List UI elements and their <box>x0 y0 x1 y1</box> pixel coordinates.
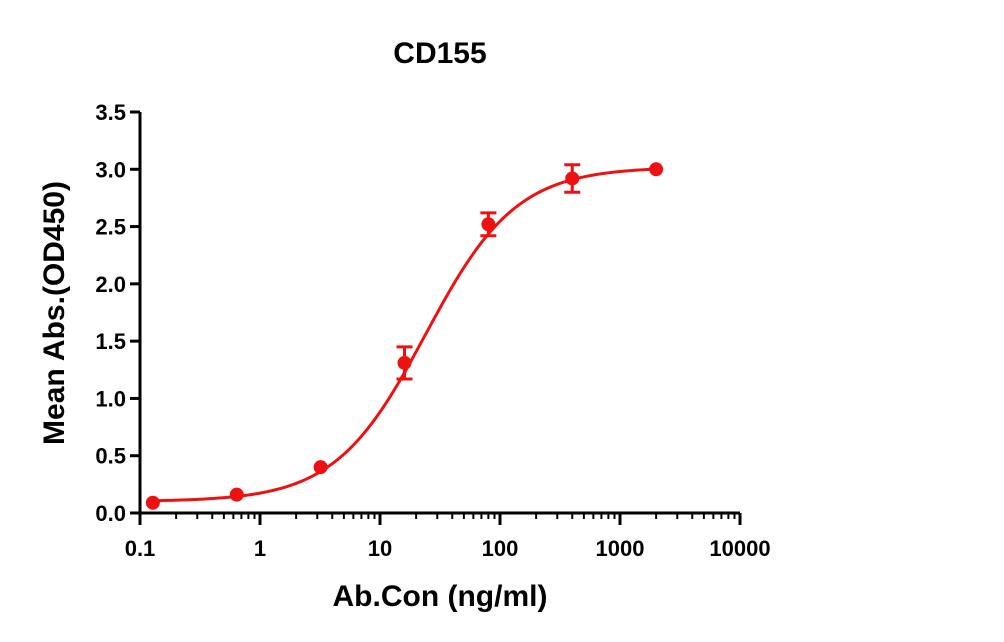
data-point <box>145 495 160 510</box>
fit-curve <box>152 167 657 503</box>
y-tick-label: 2.5 <box>95 215 126 240</box>
y-tick-label: 3.0 <box>95 157 126 182</box>
data-point <box>397 355 412 370</box>
x-tick-label: 1000 <box>596 536 645 561</box>
x-axis-label: Ab.Con (ng/ml) <box>333 580 548 613</box>
x-tick-label: 0.1 <box>125 536 156 561</box>
y-tick-label: 0.0 <box>95 501 126 526</box>
chart-title: CD155 <box>393 37 486 70</box>
y-tick-label: 1.0 <box>95 386 126 411</box>
plot-area <box>145 162 664 510</box>
x-tick-label: 100 <box>482 536 519 561</box>
tick-marks <box>130 110 742 525</box>
y-tick-label: 2.0 <box>95 272 126 297</box>
data-point <box>565 171 580 186</box>
x-tick-label: 10 <box>368 536 392 561</box>
data-point <box>481 217 496 232</box>
data-point <box>313 460 328 475</box>
y-tick-label: 0.5 <box>95 444 126 469</box>
x-tick-label: 10000 <box>709 536 770 561</box>
y-axis-label: Mean Abs.(OD450) <box>38 181 71 445</box>
axes <box>138 112 740 515</box>
tick-labels: 0.0 0.5 1.0 1.5 2.0 2.5 3.0 3.5 0.1 1 10 100 1000 100… <box>95 100 770 561</box>
y-tick-label: 3.5 <box>95 100 126 125</box>
y-tick-label: 1.5 <box>95 329 126 354</box>
data-point <box>649 162 664 177</box>
data-point <box>229 487 244 502</box>
x-tick-label: 1 <box>254 536 266 561</box>
